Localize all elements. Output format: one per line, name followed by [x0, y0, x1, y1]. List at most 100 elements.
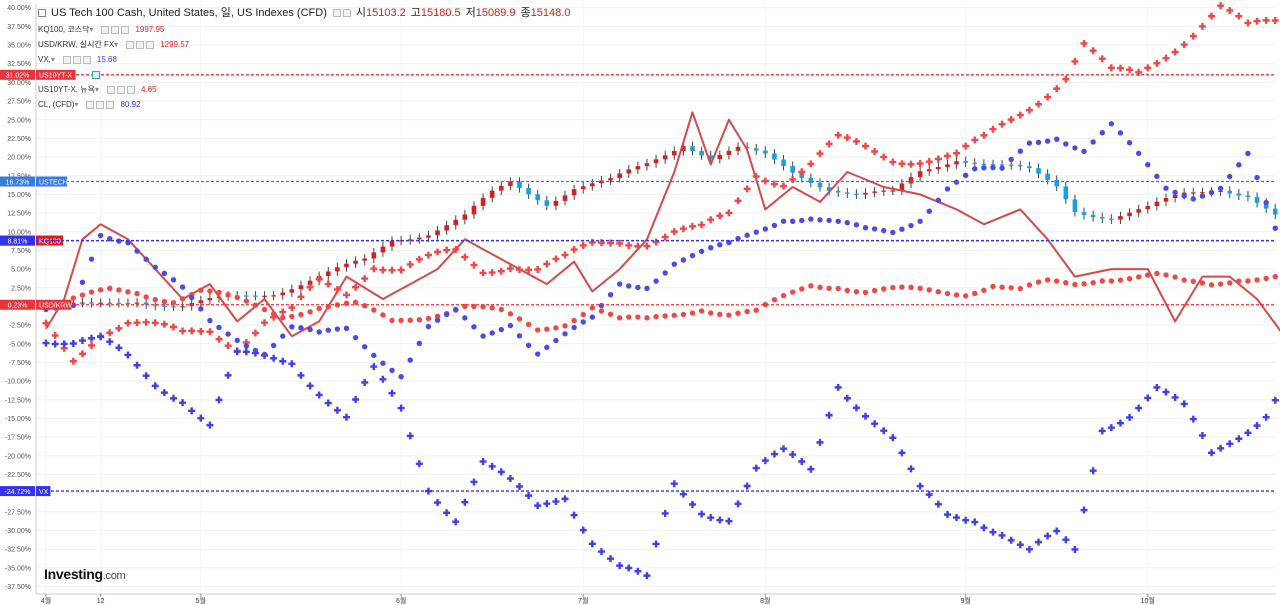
data-point — [134, 290, 140, 297]
data-point — [925, 158, 933, 166]
chevron-down-icon[interactable]: ▾ — [114, 40, 119, 49]
candle — [708, 155, 714, 160]
close-icon[interactable] — [106, 100, 115, 109]
settings-icon[interactable] — [101, 25, 110, 34]
hide-icon[interactable] — [342, 9, 351, 17]
x-tick-label: 9월 — [960, 596, 970, 605]
candle — [1036, 168, 1041, 174]
settings-icon[interactable] — [62, 55, 71, 64]
candle — [1145, 206, 1151, 210]
close-icon[interactable] — [121, 25, 130, 34]
settings-icon[interactable] — [106, 85, 115, 94]
data-point — [1227, 280, 1233, 286]
data-point — [124, 351, 132, 359]
data-point — [406, 260, 414, 268]
legend-series-value: 4.65 — [140, 85, 157, 94]
y-tick-label: -35.00% — [5, 565, 31, 572]
y-tick-label: -20.00% — [5, 453, 31, 460]
settings-icon[interactable] — [92, 70, 100, 79]
data-point — [1062, 75, 1070, 83]
y-tick-label: 12.50% — [7, 211, 31, 218]
candle — [735, 146, 741, 151]
candle — [1072, 199, 1078, 213]
close-icon[interactable] — [82, 55, 91, 64]
data-point — [179, 296, 186, 302]
data-point — [890, 229, 896, 236]
candle — [990, 164, 996, 166]
candle — [480, 197, 486, 206]
hide-icon[interactable] — [72, 55, 81, 64]
price-marker-tag — [36, 299, 72, 310]
data-point — [107, 285, 113, 292]
candle — [772, 153, 777, 160]
data-point — [1253, 422, 1261, 430]
data-point — [79, 292, 86, 298]
data-point — [734, 197, 742, 205]
candle — [681, 146, 686, 152]
data-point — [944, 290, 951, 297]
data-point — [470, 261, 478, 269]
settings-icon[interactable] — [332, 9, 341, 17]
data-point — [179, 327, 187, 335]
data-point — [835, 218, 841, 224]
data-point — [634, 242, 642, 250]
candle — [908, 177, 914, 184]
data-point — [1144, 64, 1152, 72]
data-point — [752, 464, 760, 472]
y-tick-label: 5.00% — [11, 267, 31, 274]
data-point — [334, 326, 341, 332]
candle — [152, 304, 158, 306]
close-icon[interactable] — [126, 85, 135, 94]
legend: US Tech 100 Cash, United States, 일, US I… — [38, 4, 570, 112]
candle — [143, 302, 149, 305]
data-point — [753, 229, 759, 235]
chevron-down-icon[interactable]: ▾ — [94, 85, 99, 94]
candle — [626, 169, 632, 174]
data-point — [1044, 138, 1051, 144]
data-point — [389, 317, 395, 324]
data-point — [1062, 536, 1070, 544]
data-point — [689, 252, 696, 259]
chevron-down-icon[interactable]: ▾ — [74, 100, 79, 109]
data-point — [1163, 185, 1169, 191]
data-point — [179, 284, 186, 290]
data-point — [925, 491, 933, 499]
data-point — [361, 378, 369, 386]
hide-icon[interactable] — [111, 25, 120, 34]
settings-icon[interactable] — [86, 100, 95, 109]
data-point — [1263, 199, 1269, 206]
data-point — [424, 251, 432, 259]
data-point — [626, 283, 632, 289]
data-point — [644, 285, 650, 292]
close-icon[interactable] — [146, 40, 155, 49]
data-point — [324, 280, 332, 288]
chevron-down-icon[interactable]: ▾ — [50, 55, 55, 64]
collapse-icon[interactable] — [38, 9, 46, 17]
data-point — [280, 314, 286, 321]
candle — [1272, 208, 1278, 215]
data-point — [725, 517, 733, 525]
chevron-down-icon[interactable]: ▾ — [89, 25, 94, 34]
data-point — [207, 288, 213, 294]
data-point — [434, 499, 442, 507]
settings-icon[interactable] — [126, 40, 135, 49]
data-point — [1153, 383, 1161, 391]
hide-icon[interactable] — [96, 100, 105, 109]
data-point — [297, 371, 305, 379]
hide-icon[interactable] — [116, 85, 125, 94]
data-point — [243, 343, 250, 349]
legend-series-value: 1997.95 — [135, 25, 165, 34]
data-point — [670, 228, 678, 236]
data-point — [1244, 429, 1252, 437]
x-tick-label: 4월 — [41, 596, 51, 605]
data-point — [251, 329, 259, 337]
data-point — [307, 309, 313, 315]
candle — [162, 305, 167, 307]
data-point — [935, 197, 942, 204]
data-point — [1072, 145, 1078, 151]
hide-icon[interactable] — [136, 40, 145, 49]
data-point — [224, 342, 232, 350]
x-tick-label: 7월 — [578, 596, 588, 605]
data-point — [898, 160, 906, 168]
